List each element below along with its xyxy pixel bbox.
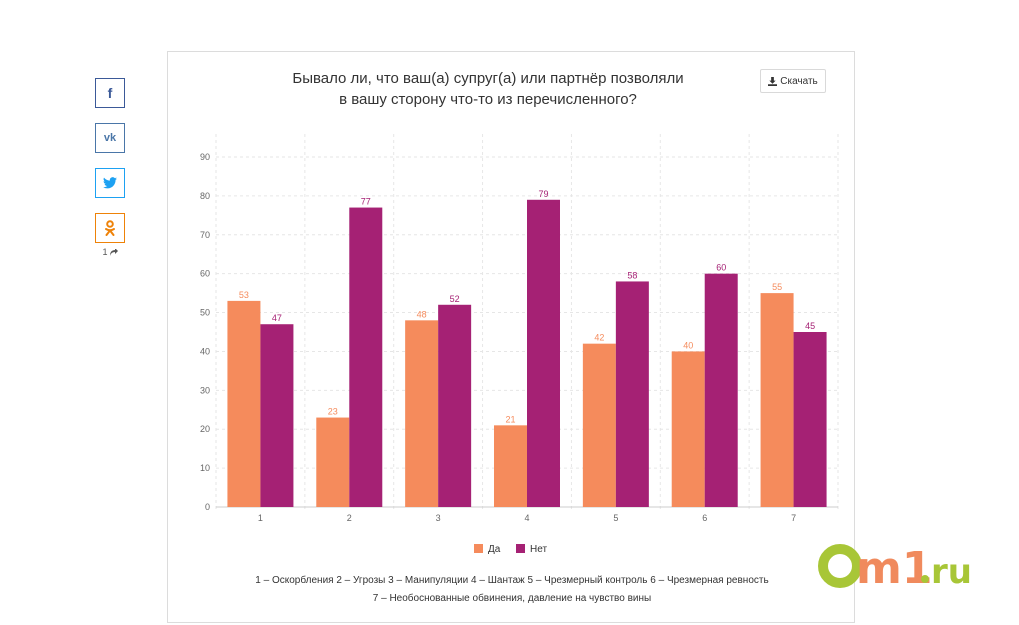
share-panel: f vk 1 [95, 78, 127, 257]
bar-da-4 [494, 425, 527, 507]
bar-net-5 [615, 281, 649, 507]
bar-da-7 [760, 293, 794, 507]
bar-da-3 [405, 320, 439, 507]
data-label: 47 [272, 313, 282, 323]
data-label: 77 [361, 197, 371, 207]
y-tick-label: 0 [205, 502, 210, 512]
share-count-value: 1 [102, 247, 108, 257]
data-label: 60 [716, 263, 726, 273]
x-tick-label: 7 [791, 513, 796, 523]
y-tick-label: 70 [200, 230, 210, 240]
bar-net-2 [349, 207, 383, 508]
data-label: 23 [328, 407, 338, 417]
x-tick-label: 3 [436, 513, 441, 523]
facebook-icon: f [107, 85, 113, 101]
bar-da-1 [227, 300, 261, 507]
bar-net-4 [527, 199, 560, 507]
category-caption-line2: 7 – Необоснованные обвинения, давление н… [372, 593, 652, 604]
facebook-share-button[interactable]: f [95, 78, 125, 108]
legend-swatch [516, 544, 525, 553]
chart-title-line2: в вашу сторону что-то из перечисленного? [339, 91, 637, 108]
x-tick-label: 2 [347, 513, 352, 523]
data-label: 55 [772, 282, 782, 292]
y-tick-label: 30 [200, 385, 210, 395]
bar-net-1 [260, 324, 294, 507]
y-tick-label: 60 [200, 269, 210, 279]
download-label: Скачать [780, 75, 818, 87]
bar-da-2 [316, 417, 350, 507]
om1-logo: m1 ru [818, 538, 978, 594]
y-tick-label: 80 [200, 191, 210, 201]
vk-icon: vk [103, 132, 117, 144]
x-tick-label: 4 [524, 513, 529, 523]
ok-share-button[interactable] [95, 213, 125, 243]
chart-title: Бывало ли, что ваш(а) супруг(а) или парт… [288, 68, 688, 110]
download-icon [768, 76, 778, 86]
chart-card: Бывало ли, что ваш(а) супруг(а) или парт… [167, 51, 855, 623]
data-label: 52 [450, 294, 460, 304]
y-tick-label: 50 [200, 308, 210, 318]
data-label: 40 [683, 340, 693, 350]
y-tick-label: 40 [200, 346, 210, 356]
bar-chart: 0 10 20 30 40 50 60 70 80 90 53 47 1 23 77 2 48 52 3 21 79 4 4… [200, 134, 839, 555]
x-tick-label: 1 [258, 513, 263, 523]
data-label: 45 [805, 321, 815, 331]
bar-net-6 [704, 273, 738, 507]
y-tick-label: 90 [200, 152, 210, 162]
y-tick-label: 10 [200, 463, 210, 473]
chart-title-line1: Бывало ли, что ваш(а) супруг(а) или парт… [292, 70, 684, 87]
twitter-icon [103, 177, 117, 189]
y-tick-label: 20 [200, 424, 210, 434]
x-tick-label: 6 [702, 513, 707, 523]
bar-da-6 [671, 351, 705, 507]
bar-da-5 [582, 343, 616, 507]
data-label: 53 [239, 290, 249, 300]
category-caption-line1: 1 – Оскорбления 2 – Угрозы 3 – Манипуляц… [255, 575, 769, 586]
share-count: 1 [95, 247, 125, 257]
svg-text:ru: ru [931, 552, 972, 592]
download-button[interactable]: Скачать [760, 69, 826, 93]
bar-net-7 [793, 332, 827, 507]
data-label: 79 [538, 189, 548, 199]
vk-share-button[interactable]: vk [95, 123, 125, 153]
legend-label: Да [488, 544, 501, 555]
om1-logo-mark: m1 ru [818, 543, 972, 594]
twitter-share-button[interactable] [95, 168, 125, 198]
legend-label: Нет [530, 544, 547, 555]
data-label: 21 [505, 414, 515, 424]
data-label: 58 [627, 270, 637, 280]
legend-swatch [474, 544, 483, 553]
x-tick-label: 5 [613, 513, 618, 523]
share-arrow-icon [109, 248, 118, 256]
bar-net-3 [438, 304, 472, 507]
svg-text:m1: m1 [856, 543, 932, 594]
data-label: 48 [417, 309, 427, 319]
odnoklassniki-icon [105, 220, 115, 236]
data-label: 42 [594, 333, 604, 343]
